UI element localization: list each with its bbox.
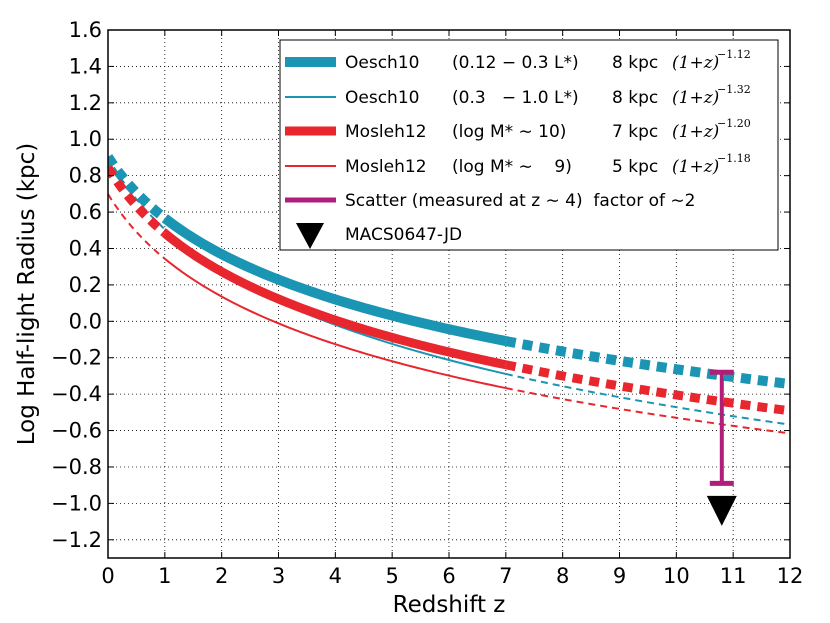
y-tick-label: 0.4 — [69, 236, 102, 260]
legend: Oesch10 (0.12 − 0.3 L*) 8 kpc (1+z)−1.12Oes… — [279, 39, 779, 251]
legend-size: 5 kpc — [612, 157, 658, 177]
legend-size: 8 kpc — [612, 53, 658, 73]
y-tick-label: −0.4 — [51, 382, 102, 406]
y-tick-label: 1.2 — [69, 91, 102, 115]
x-tick-label: 2 — [215, 564, 228, 588]
legend-exponent: −1.12 — [717, 48, 751, 61]
legend-size: 7 kpc — [612, 122, 658, 142]
y-tick-label: 0.6 — [69, 200, 102, 224]
legend-range: (0.3 − 1.0 L*) — [452, 88, 579, 108]
legend-formula: (1+z) — [672, 88, 719, 108]
legend-name: Mosleh12 — [345, 157, 427, 177]
x-axis-title: Redshift z — [393, 592, 506, 618]
x-tick-label: 11 — [720, 564, 747, 588]
y-tick-label: −1.2 — [51, 528, 102, 552]
legend-range: (log M* ∼ 9) — [452, 157, 572, 177]
x-tick-label: 5 — [385, 564, 398, 588]
x-tick-label: 12 — [777, 564, 804, 588]
series-line-1 — [108, 154, 168, 223]
x-tick-label: 10 — [663, 564, 690, 588]
y-tick-label: −0.2 — [51, 346, 102, 370]
legend-name: Oesch10 — [345, 88, 419, 108]
legend-name: Mosleh12 — [345, 122, 427, 142]
legend-formula: (1+z) — [672, 53, 719, 73]
legend-name: Oesch10 — [345, 53, 419, 73]
y-tick-label: 1.4 — [69, 54, 102, 78]
upper-limit-marker — [706, 495, 737, 526]
legend-exponent: −1.20 — [717, 117, 751, 130]
series-line-3 — [161, 229, 507, 370]
y-tick-label: −1.0 — [51, 491, 102, 515]
legend-scatter-label: Scatter (measured at z ∼ 4) factor of ∼2 — [345, 191, 695, 211]
ticks-layer — [107, 29, 791, 558]
series-line-1 — [504, 336, 790, 390]
series-line-4 — [505, 387, 790, 435]
y-tick-label: 1.6 — [69, 18, 102, 42]
legend-exponent: −1.32 — [717, 83, 751, 96]
series-line-3 — [504, 360, 790, 416]
x-tick-labels: 0 1 2 3 4 5 6 7 8 9 10 11 12 — [101, 564, 803, 588]
markers-layer — [706, 369, 737, 526]
x-tick-label: 3 — [272, 564, 285, 588]
legend-formula: (1+z) — [672, 157, 719, 177]
y-axis-title: Log Half-light Radius (kpc) — [14, 143, 40, 446]
legend-formula: (1+z) — [672, 122, 719, 142]
legend-range: (log M* ∼ 10) — [452, 122, 566, 142]
x-tick-label: 0 — [101, 564, 114, 588]
series-line-2 — [505, 372, 790, 426]
y-tick-label: −0.6 — [51, 419, 102, 443]
x-tick-label: 1 — [158, 564, 171, 588]
x-tick-label: 7 — [499, 564, 512, 588]
x-tick-label: 8 — [556, 564, 569, 588]
legend-box — [279, 39, 779, 251]
series-line-1 — [161, 214, 507, 346]
legend-size: 8 kpc — [612, 88, 658, 108]
legend-upper-limit-label: MACS0647-JD — [345, 225, 462, 245]
y-tick-labels: 1.6 1.4 1.2 1.0 0.8 0.6 0.4 0.2 0.0 −0.2 −0.4 −0.6 −… — [51, 18, 102, 552]
series-line-3 — [108, 165, 168, 237]
legend-exponent: −1.18 — [717, 152, 751, 165]
legend-handle-upper-limit — [296, 223, 324, 249]
y-tick-label: −0.8 — [51, 455, 102, 479]
x-tick-label: 4 — [329, 564, 342, 588]
series-line-4 — [164, 257, 507, 390]
y-tick-label: 0.0 — [69, 309, 102, 333]
series-layer — [108, 154, 790, 435]
series-line-4 — [108, 193, 166, 260]
y-tick-label: 1.0 — [69, 127, 102, 151]
x-tick-label: 9 — [613, 564, 626, 588]
x-tick-label: 6 — [442, 564, 455, 588]
legend-range: (0.12 − 0.3 L*) — [452, 53, 579, 73]
y-tick-label: 0.8 — [69, 164, 102, 188]
y-tick-label: 0.2 — [69, 273, 102, 297]
legend-rows: Oesch10 (0.12 − 0.3 L*) 8 kpc (1+z)−1.12Oes… — [285, 48, 751, 249]
